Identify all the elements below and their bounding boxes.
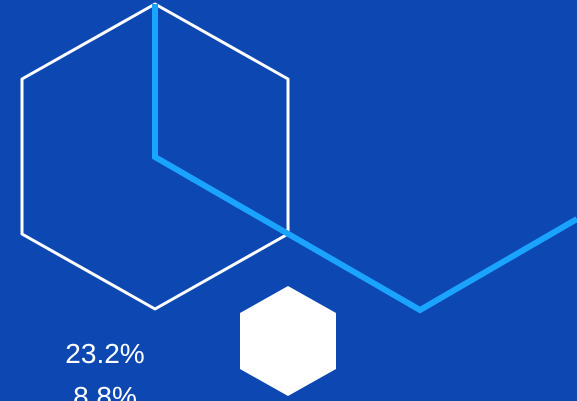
stat-value-1: 23.2% [65,338,145,369]
solid-hexagon [240,286,336,396]
stat-value-2: 8.8% [73,381,137,401]
outline-hexagon [20,2,290,311]
accent-path-line [152,4,577,314]
